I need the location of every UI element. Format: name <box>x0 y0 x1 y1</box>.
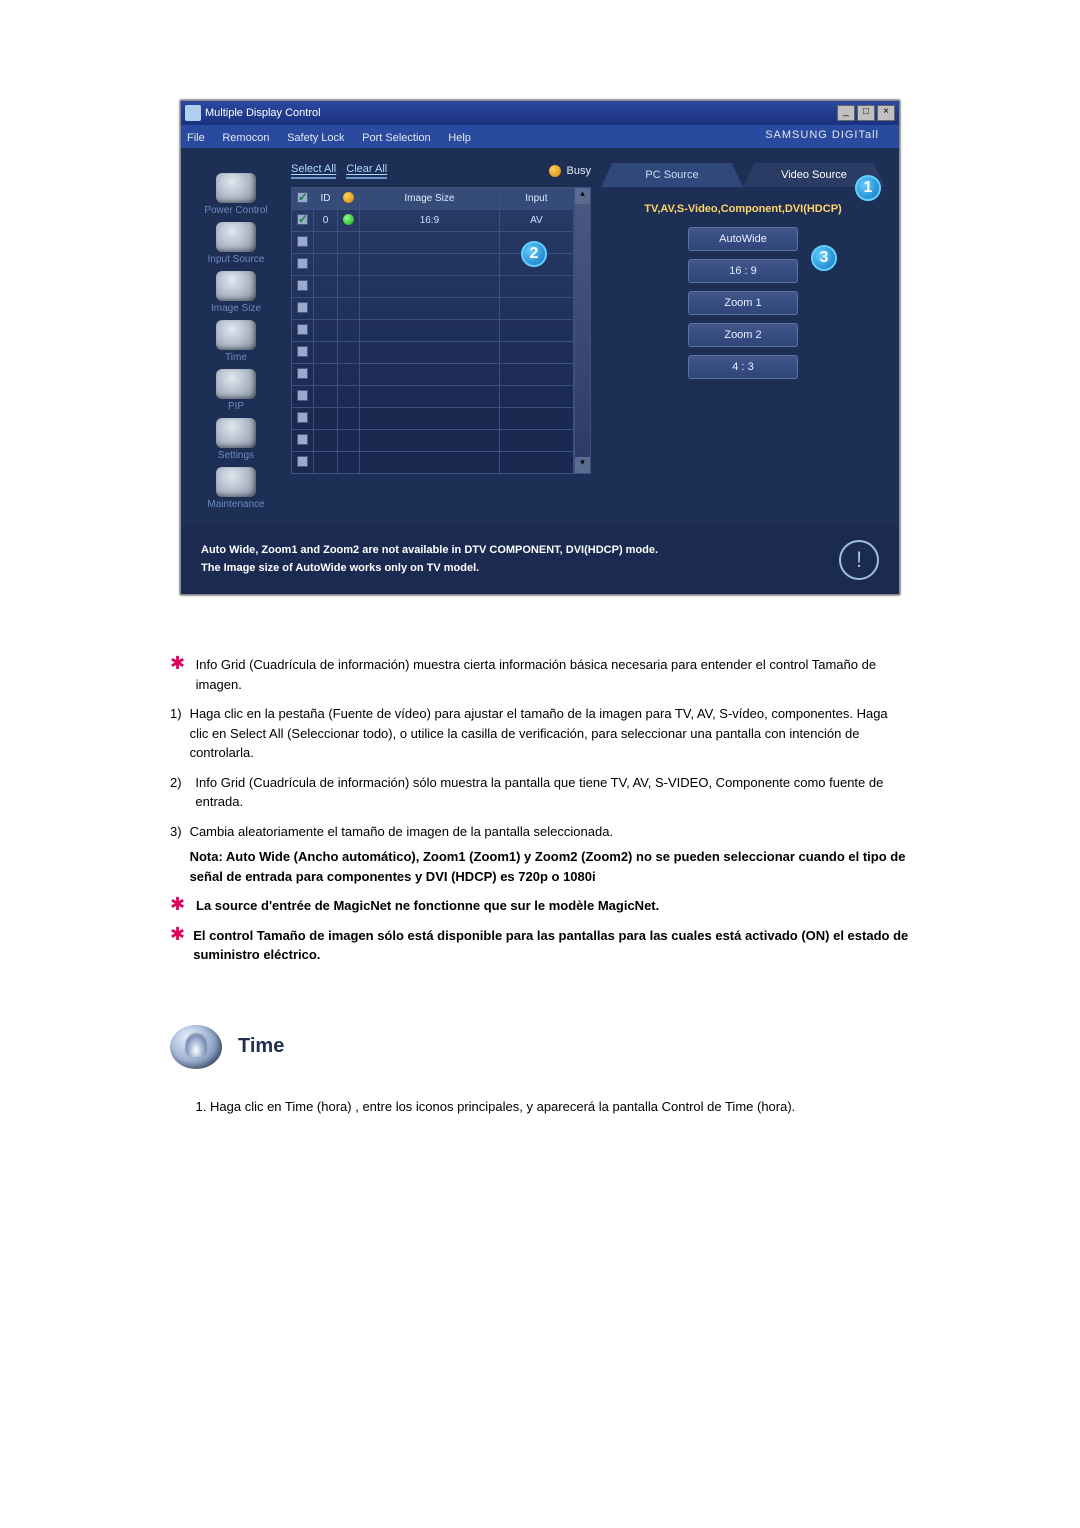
callout-3: 3 <box>811 245 837 271</box>
marker-2: 2) <box>170 773 187 812</box>
info-bar: Auto Wide, Zoom1 and Zoom2 are not avail… <box>181 526 899 594</box>
select-all-button[interactable]: Select All <box>291 163 336 179</box>
time-section-icon <box>170 1025 222 1069</box>
star-icon: ✱ <box>170 896 188 916</box>
scroll-down-button[interactable]: ▾ <box>575 457 590 473</box>
lamp-icon <box>343 214 354 225</box>
window-title: Multiple Display Control <box>205 107 837 119</box>
menubar: File Remocon Safety Lock Port Selection … <box>181 125 899 149</box>
input-icon <box>216 222 256 252</box>
size-zoom1-button[interactable]: Zoom 1 <box>688 291 798 315</box>
sidebar: Power Control Input Source Image Size Ti… <box>181 163 291 526</box>
note-2: Haga clic en la pestaña (Fuente de vídeo… <box>190 704 910 763</box>
busy-icon <box>549 165 561 177</box>
clear-all-button[interactable]: Clear All <box>346 163 387 179</box>
sidebar-item-maintenance[interactable]: Maintenance <box>187 467 285 510</box>
sidebar-item-power[interactable]: Power Control <box>187 173 285 216</box>
settings-icon <box>216 418 256 448</box>
minimize-button[interactable]: _ <box>837 105 855 121</box>
busy-label: Busy <box>567 165 591 177</box>
source-tabs: PC Source Video Source <box>601 163 885 187</box>
menu-port[interactable]: Port Selection <box>362 132 430 144</box>
app-icon <box>185 105 201 121</box>
sidebar-item-time[interactable]: Time <box>187 320 285 363</box>
size-43-button[interactable]: 4 : 3 <box>688 355 798 379</box>
note-1: Info Grid (Cuadrícula de información) mu… <box>196 655 910 694</box>
scroll-up-button[interactable]: ▴ <box>575 188 590 204</box>
col-lamp <box>338 188 360 210</box>
sidebar-item-input[interactable]: Input Source <box>187 222 285 265</box>
scrollbar[interactable]: ▴ ▾ <box>574 187 591 474</box>
table-row[interactable]: 0 16:9 AV <box>292 210 574 232</box>
app-window: Multiple Display Control _ □ × File Remo… <box>180 100 900 595</box>
note-6: El control Tamaño de imagen sólo está di… <box>193 926 910 965</box>
marker-1: 1) <box>170 704 182 763</box>
col-id[interactable]: ID <box>314 188 338 210</box>
marker-3: 3) <box>170 822 182 887</box>
info-line-1: Auto Wide, Zoom1 and Zoom2 are not avail… <box>201 542 825 560</box>
callout-2: 2 <box>521 241 547 267</box>
brand-label: SAMSUNG DIGITall <box>765 129 879 141</box>
row-id: 0 <box>314 210 338 232</box>
menu-safety[interactable]: Safety Lock <box>287 132 344 144</box>
pip-icon <box>216 369 256 399</box>
row-size: 16:9 <box>360 210 500 232</box>
star-icon: ✱ <box>170 926 185 965</box>
tab-pc-source[interactable]: PC Source <box>601 163 743 187</box>
sidebar-item-settings[interactable]: Settings <box>187 418 285 461</box>
sidebar-item-pip[interactable]: PIP <box>187 369 285 412</box>
grid-panel: Select All Clear All Busy ID Image Size <box>291 163 591 526</box>
col-check[interactable] <box>292 188 314 210</box>
note-5: La source d'entrée de MagicNet ne foncti… <box>196 896 659 916</box>
step-1: Haga clic en Time (hora) , entre los ico… <box>210 1099 900 1114</box>
titlebar: Multiple Display Control _ □ × <box>181 101 899 125</box>
close-button[interactable]: × <box>877 105 895 121</box>
imagesize-icon <box>216 271 256 301</box>
maintenance-icon <box>216 467 256 497</box>
size-169-button[interactable]: 16 : 9 <box>688 259 798 283</box>
info-grid: ID Image Size Input 0 16:9 AV <box>291 187 574 474</box>
menu-help[interactable]: Help <box>448 132 471 144</box>
maximize-button[interactable]: □ <box>857 105 875 121</box>
power-icon <box>216 173 256 203</box>
col-input[interactable]: Input <box>499 188 573 210</box>
note-4b: Nota: Auto Wide (Ancho automático), Zoom… <box>190 847 910 886</box>
right-panel: PC Source Video Source TV,AV,S-Video,Com… <box>601 163 885 526</box>
info-line-2: The Image size of AutoWide works only on… <box>201 560 825 578</box>
size-zoom2-button[interactable]: Zoom 2 <box>688 323 798 347</box>
size-autowide-button[interactable]: AutoWide <box>688 227 798 251</box>
note-3: Info Grid (Cuadrícula de información) só… <box>195 773 910 812</box>
note-4: Cambia aleatoriamente el tamaño de image… <box>190 822 910 842</box>
star-icon: ✱ <box>170 655 188 694</box>
sidebar-item-imagesize[interactable]: Image Size <box>187 271 285 314</box>
time-icon <box>216 320 256 350</box>
signal-title: TV,AV,S-Video,Component,DVI(HDCP) <box>601 203 885 215</box>
menu-file[interactable]: File <box>187 132 205 144</box>
section-title: Time <box>238 1035 284 1058</box>
callout-1: 1 <box>855 175 881 201</box>
row-input: AV <box>499 210 573 232</box>
info-icon: ! <box>839 540 879 580</box>
col-size[interactable]: Image Size <box>360 188 500 210</box>
row-checkbox[interactable] <box>297 214 308 225</box>
menu-remocon[interactable]: Remocon <box>222 132 269 144</box>
